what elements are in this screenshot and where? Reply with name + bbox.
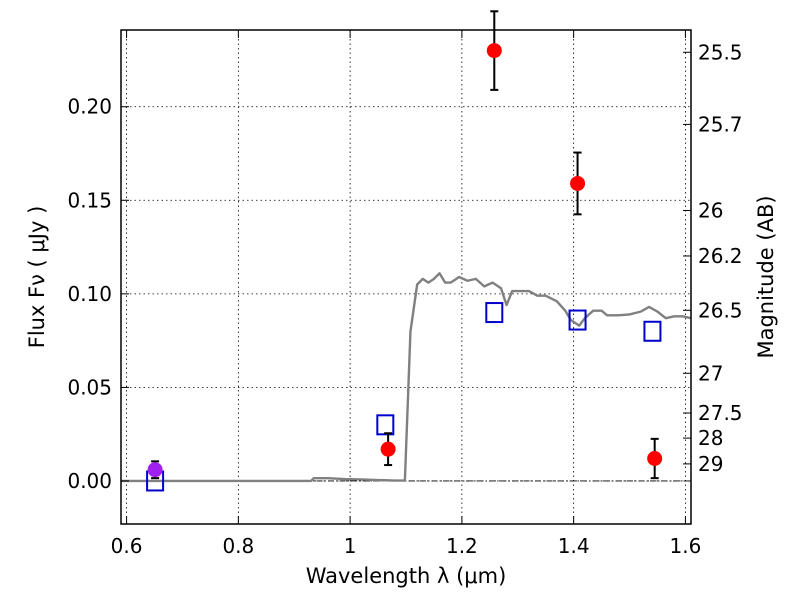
magnitude-tick-label: 26.2 [698,244,743,268]
magnitude-tick-label: 28 [698,426,723,450]
y-axis-label: Flux Fν ( μJy ) [25,206,49,349]
y-tick-label: 0.05 [67,375,112,399]
magnitude-tick-label: 25.7 [698,112,743,136]
magnitude-tick-label: 29 [698,452,723,476]
model-spectrum-line [121,272,692,483]
y-axis-right-label: Magnitude (AB) [754,195,778,358]
magnitude-tick-label: 26 [698,198,723,222]
model-photometry-square [643,320,662,342]
y-tick-label: 0.10 [67,282,112,306]
observed-flux-point [486,43,502,59]
model-photometry-square [376,414,395,436]
x-axis-label: Wavelength λ (μm) [306,564,507,588]
x-tick-label: 1.2 [446,534,478,558]
magnitude-tick-label: 27 [698,361,723,385]
magnitude-tick-label: 27.5 [698,401,743,425]
observed-flux-point [147,462,163,478]
x-tick-label: 0.6 [111,534,143,558]
magnitude-tick-label: 25.5 [698,40,743,64]
series-layer [121,10,692,492]
x-tick-label: 0.8 [222,534,254,558]
y-tick-label: 0.15 [67,188,112,212]
x-tick-label: 1.4 [558,534,590,558]
y-tick-label: 0.00 [67,469,112,493]
tick-labels: 0.6 0.8 1 1.2 1.4 1.6 0.00 0.05 0.10 0.15 0.20 25.5… [67,40,742,558]
observed-flux-point [570,175,586,191]
model-photometry-square [485,302,504,324]
x-tick-label: 1.6 [670,534,702,558]
magnitude-tick-label: 26.5 [698,298,743,322]
observed-flux-point [647,451,663,467]
model-photometry-square [568,309,587,331]
x-tick-label: 1 [344,534,357,558]
y-tick-label: 0.20 [67,95,112,119]
tick-marks [121,30,691,524]
plot-frame [120,29,692,525]
observed-flux-point [380,441,396,457]
